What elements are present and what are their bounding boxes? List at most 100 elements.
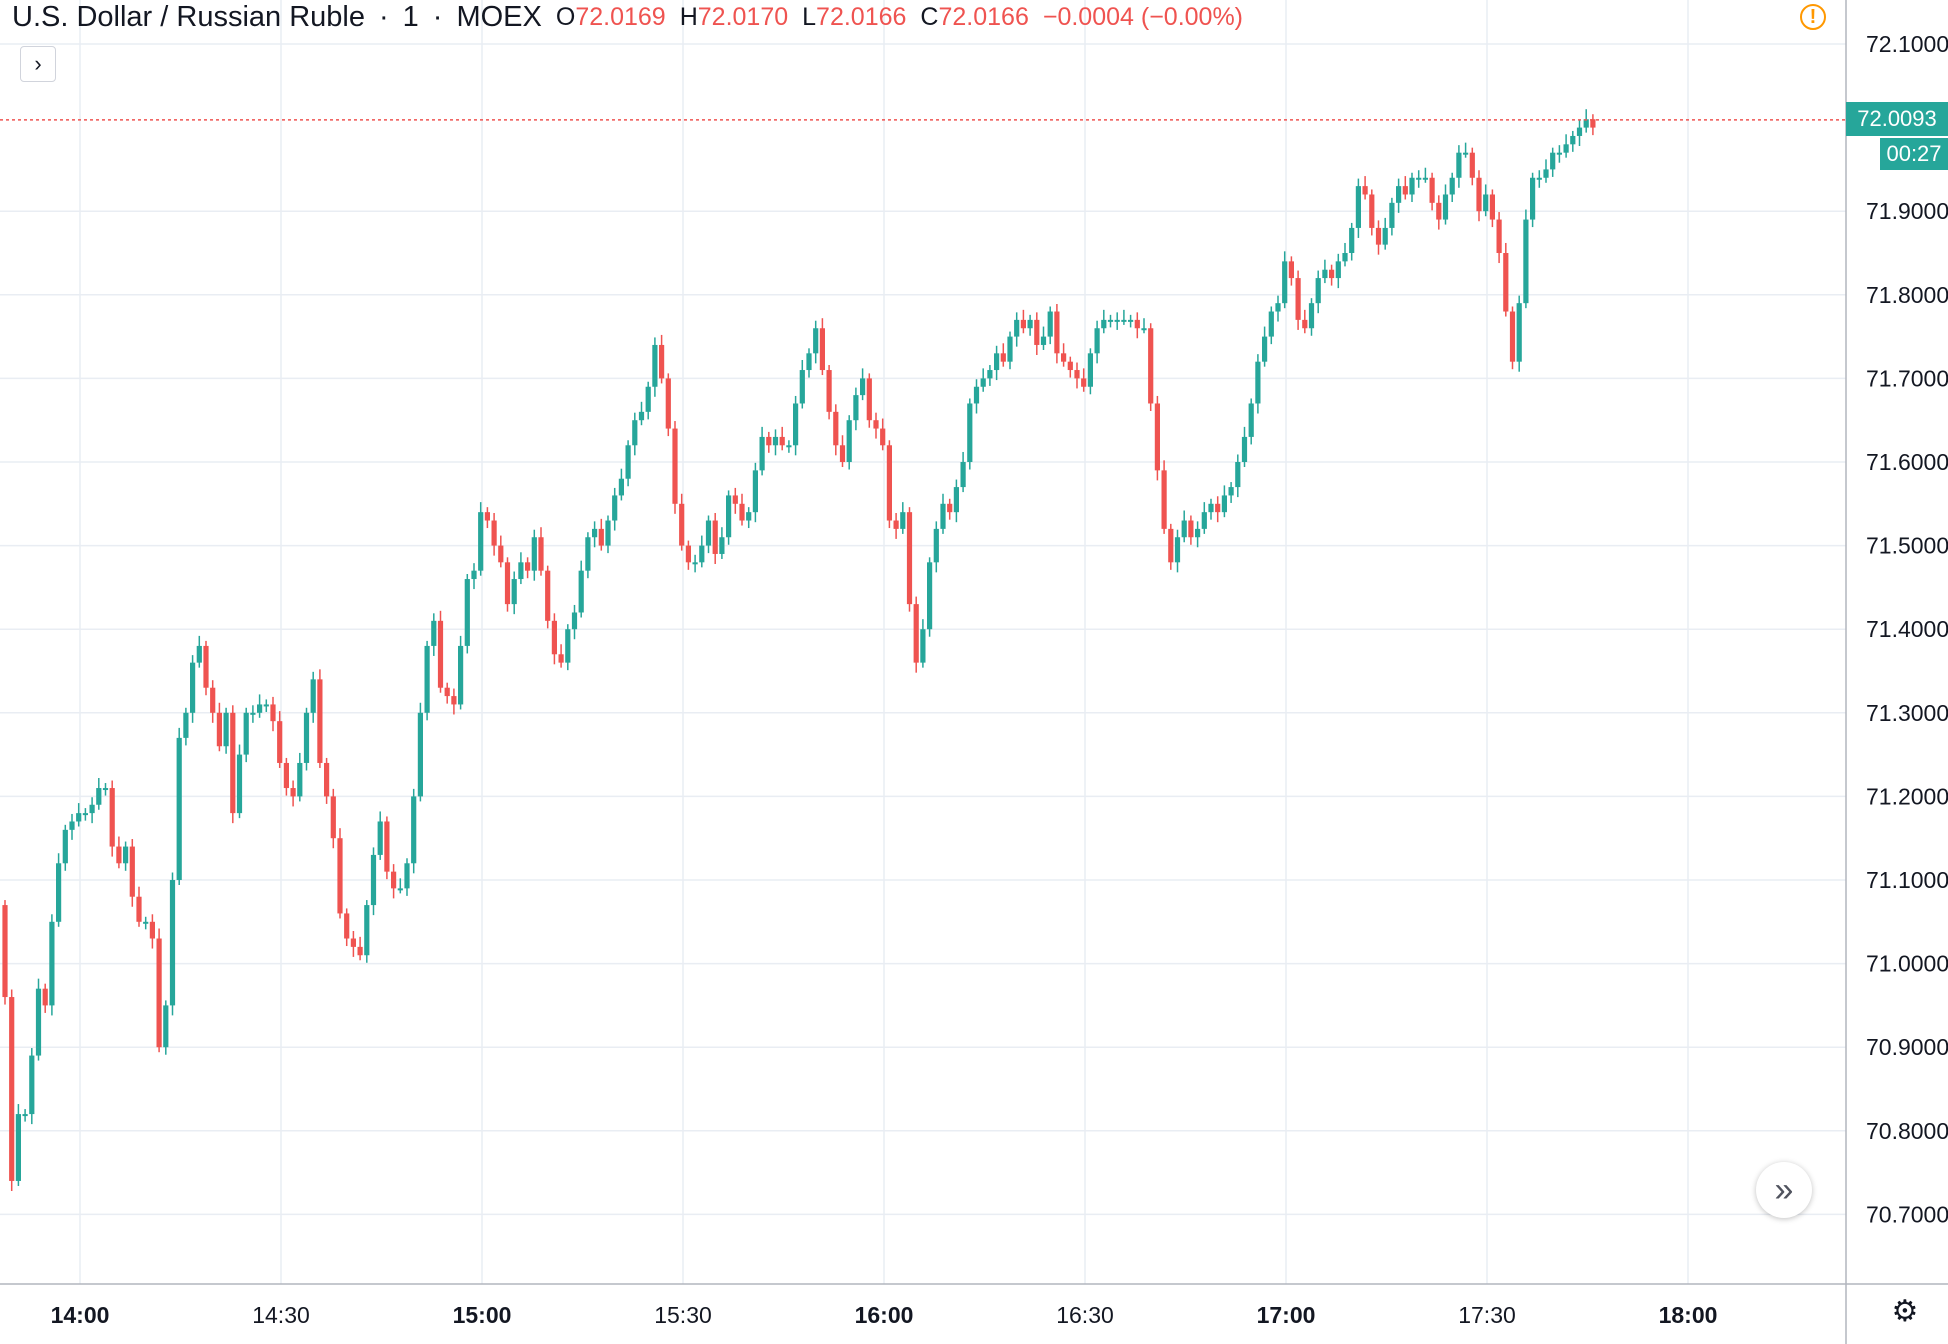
candle-body: [1469, 152, 1475, 178]
y-tick-label: 70.8000: [1866, 1118, 1948, 1144]
candle-body: [471, 570, 477, 580]
candle-body: [1456, 152, 1462, 178]
candle-body: [1087, 353, 1093, 387]
y-tick-label: 70.9000: [1866, 1034, 1948, 1060]
y-tick-label: 71.3000: [1866, 700, 1948, 726]
expand-legend-button[interactable]: ›: [20, 46, 56, 82]
candle-body: [638, 411, 645, 421]
candle-body: [618, 478, 624, 496]
candle-body: [538, 537, 544, 571]
candle-body: [1081, 378, 1087, 387]
candle-body: [1496, 219, 1502, 253]
candle-body: [1121, 319, 1127, 322]
candle-body: [1349, 227, 1355, 253]
candle-body: [1148, 328, 1154, 404]
candle-body: [1436, 202, 1442, 220]
candle-body: [1154, 403, 1160, 471]
candle-body: [1114, 319, 1120, 322]
candle-body: [344, 913, 350, 939]
candle-body: [987, 370, 993, 379]
candle-body: [927, 562, 933, 630]
high-value: 72.0170: [697, 2, 789, 31]
candle-body: [1027, 319, 1033, 329]
candle-body: [330, 796, 336, 839]
low-label: L: [802, 2, 817, 31]
candle-body: [9, 997, 15, 1181]
candle-body: [726, 495, 732, 538]
candle-body: [1583, 119, 1589, 128]
candle-body: [230, 712, 236, 814]
candle-body: [310, 679, 316, 713]
candle-body: [853, 395, 859, 421]
candle-body: [531, 537, 537, 571]
gear-icon[interactable]: ⚙: [1891, 1294, 1919, 1328]
candle-body: [833, 411, 839, 446]
candle-body: [900, 512, 906, 529]
open-label: O: [555, 2, 576, 31]
candle-body: [652, 344, 658, 387]
candle-body: [933, 528, 939, 563]
candle-body: [846, 420, 852, 462]
candle-body: [953, 487, 959, 513]
candle-body: [659, 344, 665, 379]
warning-icon[interactable]: !: [1800, 4, 1826, 30]
candle-body: [699, 545, 705, 563]
x-tick-label: 14:00: [51, 1302, 110, 1328]
candle-body: [893, 520, 899, 529]
interval[interactable]: 1: [402, 0, 419, 33]
candle-body: [625, 445, 631, 479]
candle-body: [1449, 177, 1455, 195]
candle-body: [478, 512, 484, 571]
candle-body: [806, 353, 812, 371]
candle-body: [424, 645, 430, 713]
candle-body: [169, 880, 176, 1006]
candle-body: [203, 645, 209, 688]
double-chevron-right-icon: »: [1774, 1170, 1794, 1209]
candle-body: [886, 445, 892, 521]
candle-body: [109, 788, 115, 847]
candle-body: [1516, 303, 1522, 362]
candle-body: [190, 662, 196, 713]
candle-body: [1054, 311, 1060, 354]
candle-body: [766, 436, 772, 446]
candle-body: [1362, 186, 1368, 195]
candle-body: [1195, 528, 1201, 538]
candle-body: [1382, 227, 1388, 245]
high-label: H: [679, 2, 698, 31]
candle-body: [525, 562, 531, 571]
candle-body: [15, 1114, 21, 1181]
candle-body: [1007, 336, 1013, 362]
countdown-badge: 00:27: [1880, 138, 1948, 170]
candle-body: [236, 754, 243, 814]
candle-body: [324, 762, 330, 797]
scroll-to-realtime-button[interactable]: »: [1756, 1162, 1812, 1218]
candle-body: [1014, 319, 1020, 337]
candle-body: [102, 788, 109, 791]
candle-body: [183, 712, 189, 738]
candle-body: [504, 562, 511, 605]
x-tick-label: 17:30: [1458, 1302, 1516, 1328]
candle-body: [685, 545, 691, 563]
candle-body: [1308, 303, 1315, 329]
candle-body: [1509, 311, 1516, 362]
low-value: 72.0166: [816, 2, 907, 31]
candle-body: [1483, 194, 1489, 212]
candle-body: [210, 687, 216, 713]
candle-body: [116, 846, 122, 864]
candle-body: [1235, 462, 1241, 488]
candle-body: [1201, 512, 1207, 529]
candle-body: [1503, 253, 1509, 312]
candle-body: [793, 403, 799, 446]
candle-body: [1181, 520, 1187, 538]
candle-body: [1128, 319, 1134, 322]
candle-body: [1422, 177, 1428, 180]
candle-body: [1188, 520, 1194, 538]
candle-body: [136, 896, 142, 922]
symbol-name[interactable]: U.S. Dollar / Russian Ruble: [12, 0, 365, 33]
candle-body: [1268, 311, 1274, 337]
chevron-right-icon: ›: [34, 51, 42, 76]
candle-body: [42, 988, 48, 1006]
candle-body: [270, 704, 276, 722]
